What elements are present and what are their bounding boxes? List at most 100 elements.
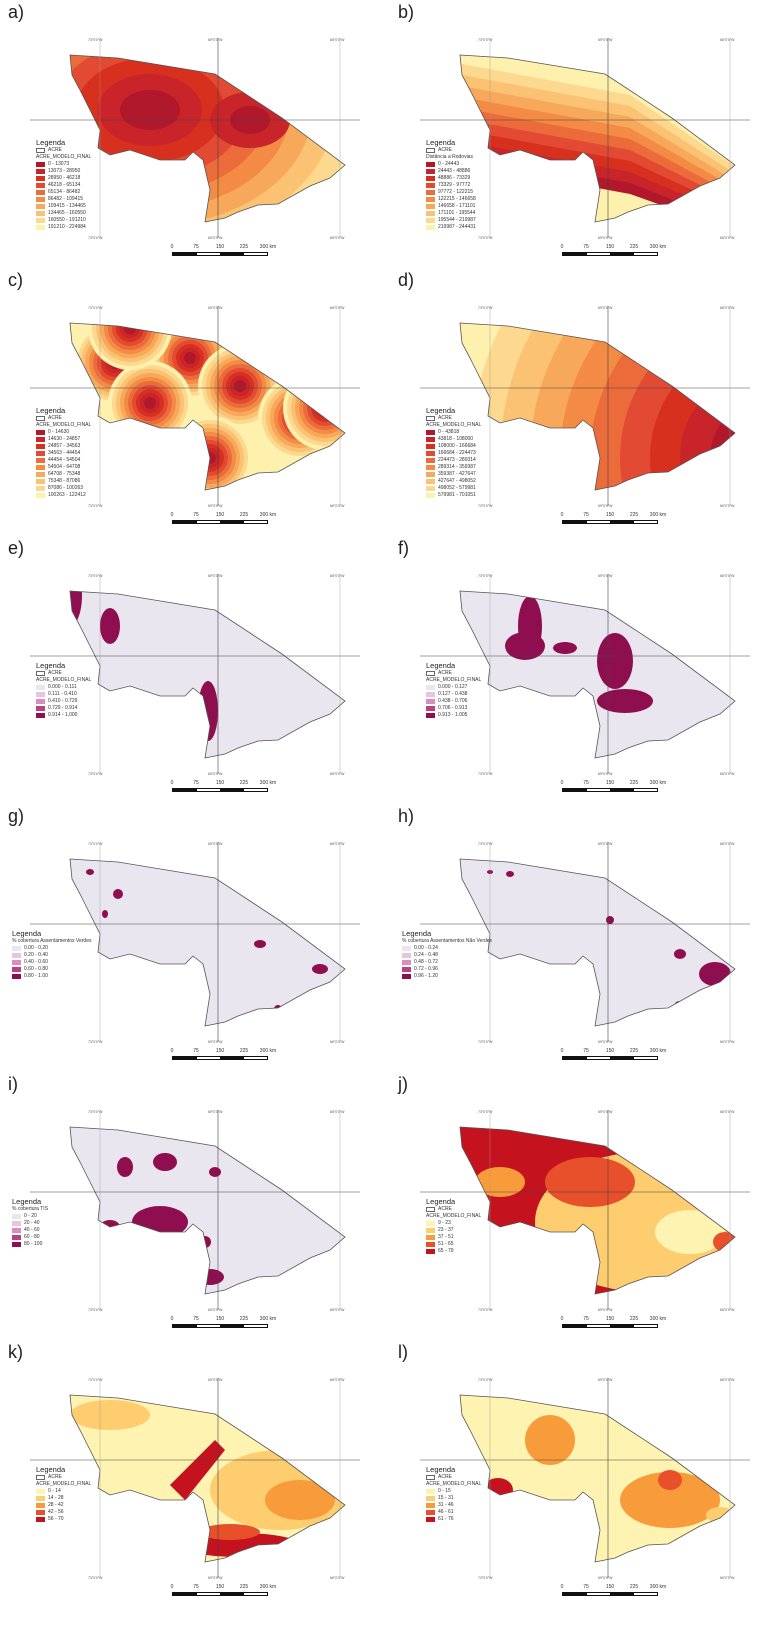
scale-tick-label: 225	[629, 244, 639, 250]
map-canvas	[420, 306, 750, 506]
coordinate-label: 69°0'0"W	[208, 236, 223, 240]
coordinate-label: 66°0'0"W	[330, 504, 345, 508]
legend-swatch	[12, 960, 21, 965]
legend-title: Legenda	[426, 1465, 456, 1474]
panel-label: j)	[398, 1074, 408, 1094]
legend-class-label: 100263 - 122412	[48, 492, 86, 498]
legend-class: 0 - 14	[36, 1488, 91, 1495]
scale-tick-label: 0	[560, 244, 564, 250]
raster-patch	[674, 949, 686, 959]
map-panel-i: 73°0'0"W 69°0'0"W 66°0'0"W 73°0'0"W 69°0'0"W…	[0, 1072, 390, 1340]
raster-patch	[553, 642, 577, 654]
legend-swatch	[426, 1235, 435, 1240]
legend-class: 0.60 - 0.80	[12, 966, 92, 973]
legend-class: 37 - 51	[426, 1234, 481, 1241]
coordinate-label: 69°0'0"W	[208, 38, 223, 42]
legend-title: Legenda	[12, 1197, 42, 1206]
legend-class: 23 - 37	[426, 1227, 481, 1234]
legend-class: 191210 - 224984	[36, 224, 91, 231]
coordinate-label: 73°0'0"W	[478, 574, 493, 578]
legend-class-label: 87086 - 100263	[48, 485, 84, 491]
legend-swatch	[426, 458, 435, 463]
legend-class: 0.410 - 0.729	[36, 698, 91, 705]
coordinate-label: 73°0'0"W	[88, 1110, 103, 1114]
legend-class: 134465 - 160550	[36, 210, 91, 217]
scale-tick-label: 75	[193, 512, 199, 518]
legend-class: 43818 - 108000	[426, 436, 481, 443]
raster-patch	[505, 632, 545, 660]
legend-swatch	[36, 197, 45, 202]
coordinate-label: 66°0'0"W	[330, 1576, 345, 1580]
legend-swatch	[36, 486, 45, 491]
legend-class-label: 195544 - 219987	[438, 217, 476, 223]
legend-row-boundary: ACRE	[36, 147, 91, 154]
scale-tick-label: 0	[560, 780, 564, 786]
coordinate-label: 69°0'0"W	[208, 1308, 223, 1312]
coordinate-label: 66°0'0"W	[720, 236, 735, 240]
legend-field: % cobertura Assentamentos Verdes	[12, 938, 92, 944]
legend-swatch	[426, 1242, 435, 1247]
legend-class: 87086 - 100263	[36, 485, 91, 492]
legend-row-boundary: ACRE	[426, 147, 476, 154]
legend-swatch	[36, 1489, 45, 1494]
legend-field: ACRE_MODELO_FINAL	[36, 1481, 92, 1487]
legend-class: 171101 - 195544	[426, 210, 476, 217]
legend-class: 46218 - 65134	[36, 182, 91, 189]
legend-class-label: 44454 - 54504	[48, 457, 81, 463]
legend-swatch	[36, 692, 45, 697]
scale-tick-label: 0	[560, 1316, 564, 1322]
raster-band	[120, 90, 180, 130]
scale-tick-label: 0	[170, 244, 174, 250]
coordinate-label: 73°0'0"W	[88, 504, 103, 508]
scale-tick-label: 0	[170, 780, 174, 786]
scale-tick-label: 75	[583, 244, 589, 250]
map-canvas	[30, 306, 360, 506]
map-canvas	[30, 1110, 360, 1310]
raster-band	[680, 368, 735, 490]
coordinate-label: 73°0'0"W	[88, 1378, 103, 1382]
legend-swatch	[426, 197, 435, 202]
legend-class: 0.20 - 0.40	[12, 952, 92, 959]
scale-tick-label: 75	[193, 244, 199, 250]
legend-class-label: 0.96 - 1.20	[414, 973, 438, 979]
scale-tick-label: 150	[605, 1584, 615, 1590]
legend-swatch	[12, 946, 21, 951]
coordinate-label: 69°0'0"W	[208, 1378, 223, 1382]
panel-label: c)	[8, 270, 23, 290]
legend-swatch	[426, 430, 435, 435]
legend-class-label: 579981 - 701051	[438, 492, 476, 498]
legend-class-label: 28950 - 46218	[48, 175, 81, 181]
legend-swatch	[426, 444, 435, 449]
legend-class-label: 31 - 46	[438, 1502, 454, 1508]
legend-class: 0 - 13073	[36, 161, 91, 168]
scale-bar: 0 75 150 225 300 km	[560, 1316, 666, 1332]
legend-swatch	[426, 685, 435, 690]
coordinate-label: 73°0'0"W	[478, 842, 493, 846]
coordinate-label: 73°0'0"W	[478, 1040, 493, 1044]
raster-patch	[254, 940, 266, 948]
legend-swatch	[36, 1503, 45, 1508]
legend-class-label: 86482 - 109415	[48, 196, 84, 202]
legend-swatch	[426, 706, 435, 711]
legend-class: 24443 - 48886	[426, 168, 476, 175]
raster-patch	[198, 681, 218, 741]
legend-class-label: 28 - 42	[48, 1502, 64, 1508]
scale-tick-label: 150	[215, 1584, 225, 1590]
legend-swatch	[426, 493, 435, 498]
map-panel-b: 73°0'0"W 69°0'0"W 66°0'0"W 73°0'0"W 69°0'0"W…	[390, 0, 779, 268]
legend-class-label: 97772 - 122215	[438, 189, 474, 195]
legend-class: 0.00 - 0.24	[402, 945, 492, 952]
legend-class-label: 54504 - 64708	[48, 464, 81, 470]
scale-tick-label: 150	[215, 780, 225, 786]
map-legend: Legenda ACRE ACRE_MODELO_FINAL 0.000 - 0.12…	[426, 661, 481, 719]
legend-class-label: 15 - 31	[438, 1495, 454, 1501]
panel-label: a)	[8, 2, 25, 22]
scale-tick-label: 150	[605, 1316, 615, 1322]
map-panel-d: 73°0'0"W 69°0'0"W 66°0'0"W 73°0'0"W 69°0'0"W…	[390, 268, 779, 536]
scale-bar: 0 75 150 225 300 km	[561, 1584, 666, 1600]
map-canvas	[420, 842, 750, 1042]
legend-class-label: 13073 - 28950	[48, 168, 81, 174]
legend-swatch	[12, 974, 21, 979]
legend-class-label: 73329 - 97772	[438, 182, 471, 188]
legend-class-label: 0 - 14630	[48, 429, 70, 435]
